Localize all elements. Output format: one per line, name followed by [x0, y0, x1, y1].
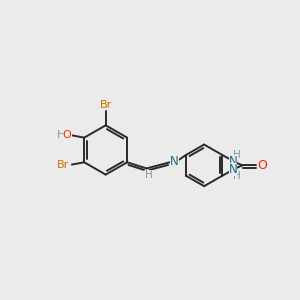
Text: H: H [233, 150, 241, 160]
Text: H: H [57, 130, 65, 140]
Text: H: H [233, 171, 241, 181]
Text: O: O [63, 130, 71, 140]
Text: N: N [229, 163, 238, 176]
Text: O: O [257, 159, 267, 172]
Text: N: N [170, 155, 179, 168]
Text: Br: Br [57, 160, 69, 170]
Text: H: H [145, 170, 153, 180]
Text: N: N [229, 154, 238, 168]
Text: Br: Br [100, 100, 112, 110]
